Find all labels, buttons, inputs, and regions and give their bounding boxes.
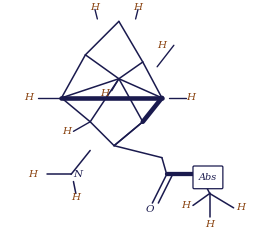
- Text: H: H: [91, 3, 99, 12]
- Text: H: H: [157, 41, 166, 50]
- Text: N: N: [73, 170, 83, 179]
- Text: H: H: [62, 127, 71, 136]
- Text: O: O: [146, 205, 154, 214]
- Text: H: H: [205, 220, 214, 229]
- Text: H: H: [182, 201, 191, 210]
- Text: H: H: [134, 3, 142, 12]
- Text: H: H: [71, 194, 80, 203]
- Text: Abs: Abs: [199, 173, 217, 182]
- Text: H: H: [29, 170, 38, 179]
- Text: H: H: [24, 93, 33, 102]
- Text: H: H: [100, 89, 109, 98]
- Text: H: H: [236, 203, 245, 212]
- FancyBboxPatch shape: [193, 166, 223, 189]
- Text: H: H: [186, 93, 195, 102]
